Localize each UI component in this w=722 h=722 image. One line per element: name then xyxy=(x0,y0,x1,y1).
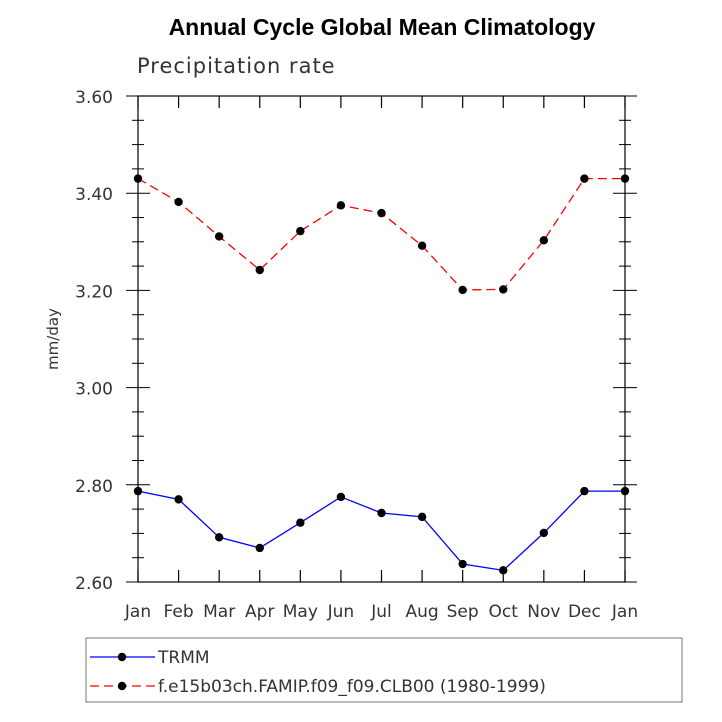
legend-marker xyxy=(117,681,127,691)
legend-label: f.e15b03ch.FAMIP.f09_f09.CLB00 (1980-199… xyxy=(158,677,546,697)
x-tick-label: May xyxy=(283,602,318,622)
data-point xyxy=(336,492,346,502)
data-point xyxy=(580,174,589,183)
x-tick-label: Jan xyxy=(124,602,151,622)
data-point xyxy=(499,285,508,294)
data-point xyxy=(133,486,143,496)
series-line xyxy=(137,177,625,291)
legend-marker xyxy=(117,652,127,662)
data-point xyxy=(336,201,346,210)
data-point xyxy=(296,226,305,236)
data-point xyxy=(214,533,224,542)
y-tick-label: 3.00 xyxy=(75,380,113,400)
data-point xyxy=(620,174,630,183)
plot-frame xyxy=(137,95,626,583)
data-point xyxy=(539,236,549,245)
data-point xyxy=(174,495,183,504)
series-layer xyxy=(133,174,630,575)
legend-box xyxy=(85,637,683,703)
x-tick-label: Jul xyxy=(370,602,392,622)
chart-title: Annual Cycle Global Mean Climatology xyxy=(168,14,596,40)
x-tick-label: Feb xyxy=(164,602,194,622)
data-point xyxy=(377,208,386,218)
y-tick-label: 3.40 xyxy=(75,185,113,205)
y-tick-label: 2.60 xyxy=(75,574,113,594)
data-point xyxy=(377,508,386,518)
x-tick-label: Aug xyxy=(405,602,438,622)
data-point xyxy=(580,486,589,496)
data-point xyxy=(620,486,630,496)
chart-subtitle: Precipitation rate xyxy=(137,54,336,78)
legend: TRMM f.e15b03ch.FAMIP.f09_f09.CLB00 (1980… xyxy=(85,637,683,703)
y-tick-label: 2.80 xyxy=(75,477,113,497)
data-point xyxy=(539,528,549,538)
x-tick-labels: Jan Feb Mar Apr May Jun Jul Aug Sep Oct Nov Dec Jan xyxy=(124,602,638,622)
data-point xyxy=(255,543,264,553)
y-axis-label: mm/day xyxy=(44,308,62,370)
data-point xyxy=(417,241,427,250)
legend-label: TRMM xyxy=(157,648,210,668)
series-line xyxy=(137,490,625,572)
data-point xyxy=(255,265,264,275)
y-tick-label: 3.20 xyxy=(75,282,113,302)
data-point xyxy=(174,197,183,207)
x-tick-label: Dec xyxy=(568,602,601,622)
x-tick-label: Jun xyxy=(327,602,355,622)
axis-ticks xyxy=(126,95,637,583)
y-tick-label: 3.60 xyxy=(75,88,113,108)
data-point xyxy=(214,232,224,241)
x-tick-label: Sep xyxy=(447,602,479,622)
x-tick-label: Apr xyxy=(245,602,274,622)
data-point xyxy=(499,566,508,575)
x-tick-label: Oct xyxy=(489,602,519,622)
data-point xyxy=(417,512,427,522)
y-tick-labels: 2.60 2.80 3.00 3.20 3.40 3.60 xyxy=(75,88,113,594)
x-tick-label: Jan xyxy=(611,602,638,622)
x-tick-label: Mar xyxy=(203,602,235,622)
x-tick-label: Nov xyxy=(527,602,560,622)
data-point xyxy=(458,559,467,569)
data-point xyxy=(296,518,305,527)
data-point xyxy=(458,285,467,295)
data-point xyxy=(133,174,143,183)
